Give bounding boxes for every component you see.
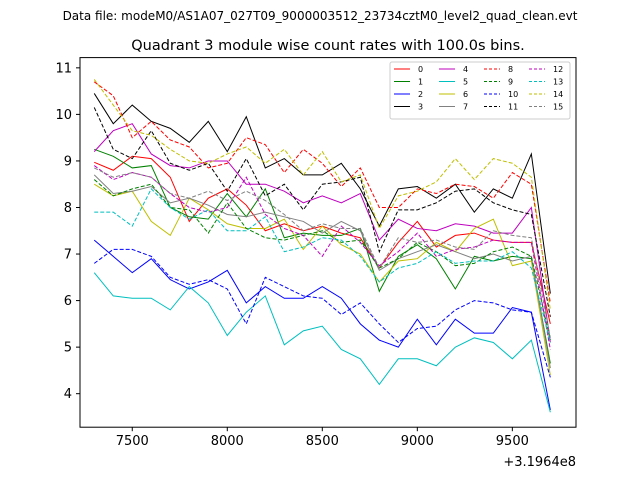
legend-label-13: 13: [553, 78, 563, 87]
y-tick-label: 9: [64, 154, 72, 169]
x-tick-label: 9000: [401, 434, 434, 449]
x-tick-label: 8500: [306, 434, 339, 449]
y-tick-label: 8: [64, 201, 72, 216]
legend-label-5: 5: [463, 78, 468, 87]
series-line-15: [94, 167, 551, 338]
x-tick-label: 7500: [116, 434, 149, 449]
series-layer: [93, 79, 551, 413]
x-offset-label: +3.1964e8: [503, 455, 576, 470]
series-line-5: [93, 272, 551, 413]
series-line-2: [93, 239, 551, 411]
series-line-10: [93, 248, 551, 378]
legend-box: [389, 61, 571, 120]
chart-title: Quadrant 3 module wise count rates with …: [131, 38, 525, 54]
plot-area-frame: [79, 57, 577, 428]
series-line-6: [93, 183, 551, 376]
series-line-13: [94, 188, 551, 343]
chart-suptitle: Data file: modeM0/AS1A07_027T09_90000035…: [63, 9, 578, 23]
series-line-14: [93, 79, 551, 310]
legend-label-8: 8: [508, 65, 513, 74]
y-tick-label: 5: [64, 341, 72, 356]
series-line-8: [93, 81, 551, 303]
series-line-12: [93, 165, 551, 350]
legend-label-6: 6: [463, 90, 468, 99]
legend-label-11: 11: [508, 103, 518, 112]
legend-label-7: 7: [463, 103, 468, 112]
x-tick-label: 9500: [496, 434, 529, 449]
y-tick-label: 7: [64, 248, 72, 263]
series-line-11: [93, 107, 551, 317]
legend-label-10: 10: [508, 90, 518, 99]
legend-label-9: 9: [508, 78, 513, 87]
legend-label-3: 3: [418, 103, 423, 112]
y-tick-label: 11: [55, 61, 72, 76]
x-axis: 7500 8000 8500 9000 9500: [116, 427, 529, 449]
x-tick-label: 8000: [211, 434, 244, 449]
legend-label-0: 0: [418, 65, 423, 74]
legend-label-14: 14: [553, 90, 563, 99]
legend-label-4: 4: [463, 65, 468, 74]
series-line-4: [93, 123, 551, 343]
y-tick-label: 10: [55, 108, 72, 123]
y-tick-label: 6: [64, 294, 72, 309]
series-line-3: [93, 93, 551, 294]
legend-label-2: 2: [418, 90, 423, 99]
series-line-7: [93, 174, 551, 369]
legend-label-15: 15: [553, 103, 563, 112]
legend-label-12: 12: [553, 65, 563, 74]
y-axis: 4 5 6 7 8 9 10 11: [55, 61, 80, 402]
legend-label-1: 1: [418, 78, 423, 87]
y-tick-label: 4: [64, 387, 72, 402]
series-line-9: [93, 179, 551, 341]
